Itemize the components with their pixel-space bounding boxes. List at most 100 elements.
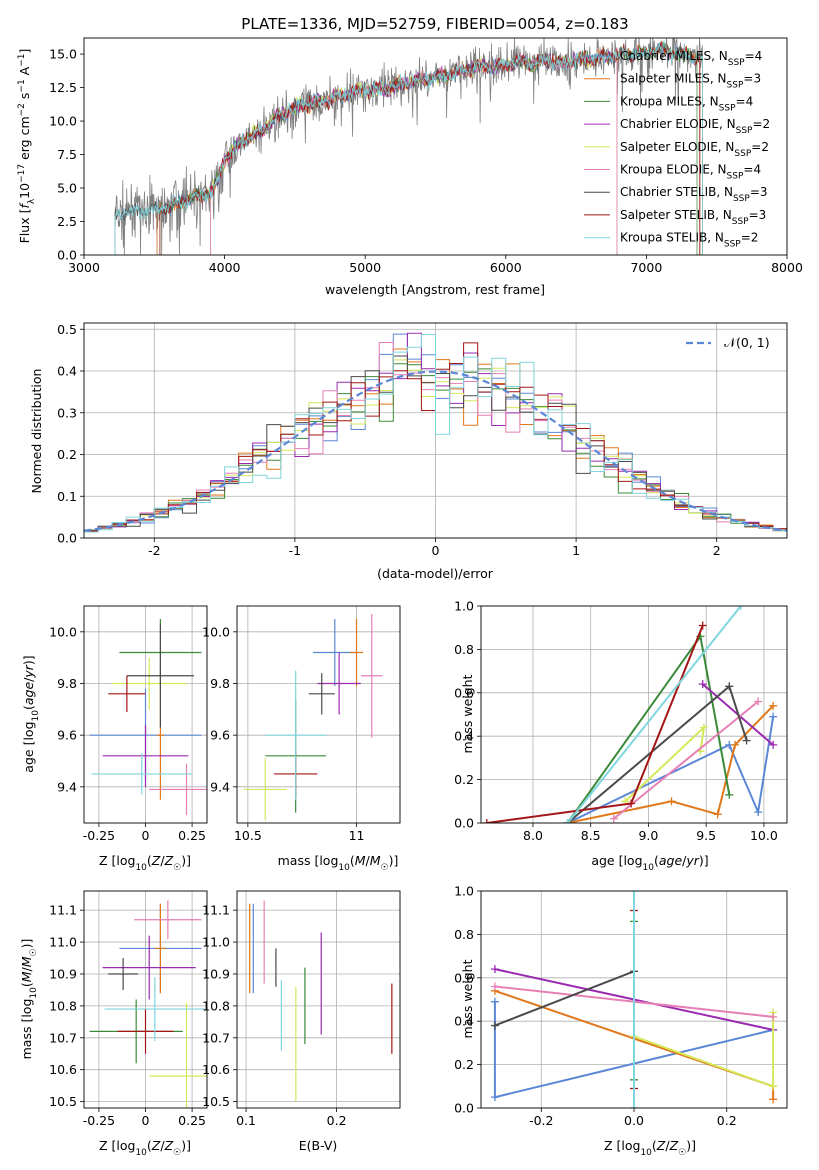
weight-z-marker xyxy=(490,982,499,991)
age-z-errorbar xyxy=(91,753,193,795)
age-z-axes xyxy=(80,606,207,827)
spectrum-title: PLATE=1336, MJD=52759, FIBERID=0054, z=0… xyxy=(241,15,628,33)
weight-age-series-line xyxy=(613,700,759,820)
spectrum-xtick-label: 8000 xyxy=(771,260,803,275)
weight-age-xlabel: age [log10(age/yr)] xyxy=(591,853,708,873)
weight-age-marker xyxy=(482,819,491,823)
spectrum-axes xyxy=(80,53,788,259)
plot-layer: 3000 4000 5000 6000 7000 80000.02.55.07.510.0… xyxy=(17,37,803,1158)
spectrum-ytick-label: 2.5 xyxy=(57,214,77,229)
weight-age-marker xyxy=(769,740,778,749)
mass-z-errorbar xyxy=(108,958,139,990)
weight-z-series-line xyxy=(494,969,635,1108)
residual-histogram xyxy=(84,334,787,533)
spectrum-model-line xyxy=(114,39,703,255)
age-z-ytick-label: 9.8 xyxy=(57,676,77,691)
weight-z-marker xyxy=(630,891,638,895)
weight-age-ylabel: mass weight xyxy=(460,674,475,753)
residuals-ytick-label: 0.1 xyxy=(57,489,77,504)
mass-ebv-ytick-label: 10.5 xyxy=(202,1094,230,1109)
mass-z-ytick-label: 10.8 xyxy=(49,998,77,1013)
weight-age-marker xyxy=(725,682,734,691)
spectrum-ytick-label: 0.0 xyxy=(57,248,77,263)
normal-legend-label: 𝒩(0, 1) xyxy=(724,335,770,350)
age-mass-xtick-label: 11 xyxy=(349,828,365,843)
age-z-ytick-label: 9.6 xyxy=(57,728,77,743)
weight-z-xtick-label: -0.2 xyxy=(529,1113,553,1128)
age-z-xtick-label: -0.25 xyxy=(83,828,115,843)
residuals-ytick-label: 0.2 xyxy=(57,447,77,462)
mass-z-errorbar xyxy=(102,935,196,1000)
weight-z-xlabel: Z [log10(Z/Z☉)] xyxy=(604,1138,696,1158)
weight-age-ytick-label: 0.2 xyxy=(454,772,474,787)
mass-z-ytick-label: 11.0 xyxy=(49,935,77,950)
residuals-ytick-label: 0.0 xyxy=(57,531,77,546)
age-mass-ytick-label: 10.0 xyxy=(202,624,230,639)
weight-z-ylabel: mass weight xyxy=(460,959,475,1038)
weight-age-marker xyxy=(736,606,745,610)
legend-label: Salpeter STELIB, NSSP=3 xyxy=(620,208,766,227)
normal-curve xyxy=(83,370,788,532)
mass-ebv-ytick-label: 10.6 xyxy=(202,1062,230,1077)
weight-z-ytick-label: 0.4 xyxy=(454,1014,474,1029)
spectrum-xtick-label: 5000 xyxy=(349,260,381,275)
mass-z-ytick-label: 10.9 xyxy=(49,966,77,981)
residuals-ytick-label: 0.4 xyxy=(57,364,77,379)
age-mass-ytick-label: 9.4 xyxy=(210,779,230,794)
mass-z-errorbar xyxy=(154,903,166,994)
weight-age-xtick-label: 9.0 xyxy=(638,828,658,843)
mass-ebv-ytick-label: 11.1 xyxy=(202,903,230,918)
mass-z-xtick-label: 0.25 xyxy=(178,1113,206,1128)
weight-age-marker xyxy=(609,814,618,823)
age-z-xtick-label: 0 xyxy=(142,828,150,843)
mass-z-axes xyxy=(80,891,207,1112)
residuals-xtick-label: 0 xyxy=(432,543,440,558)
weight-age-xtick-label: 9.5 xyxy=(696,828,716,843)
mass-z-ytick-label: 10.5 xyxy=(49,1094,77,1109)
mass-z-frame xyxy=(83,890,208,1109)
spectrum-xtick-label: 3000 xyxy=(68,260,100,275)
weight-age-marker xyxy=(742,736,751,745)
residuals-ytick-label: 0.3 xyxy=(57,405,77,420)
weight-z-ytick-label: 1.0 xyxy=(454,884,474,899)
age-mass-errorbar xyxy=(308,673,335,715)
weight-age-marker xyxy=(698,621,707,630)
weight-age-series-line xyxy=(566,606,742,823)
weight-age-marker xyxy=(713,810,722,819)
spectrum-frame xyxy=(83,37,788,256)
mass-z-ylabel: mass [log10(M/M☉)] xyxy=(19,939,39,1060)
weight-z-ytick-label: 0.0 xyxy=(454,1101,474,1116)
age-mass-xlabel: mass [log10(M/M☉)] xyxy=(278,853,399,873)
age-z-errorbar xyxy=(149,763,207,816)
weight-age-frame xyxy=(480,605,788,824)
legend-label: Salpeter MILES, NSSP=3 xyxy=(620,72,761,91)
spectrum-ytick-label: 10.0 xyxy=(49,114,77,129)
mass-ebv-frame xyxy=(236,890,401,1109)
age-mass-xtick-label: 10.5 xyxy=(234,828,262,843)
weight-age-marker xyxy=(627,799,636,808)
spectrum-xtick-label: 4000 xyxy=(209,260,241,275)
weight-age-marker xyxy=(725,790,734,799)
mass-ebv-ytick-label: 10.8 xyxy=(202,998,230,1013)
mass-ebv-xtick-label: 0.2 xyxy=(327,1113,347,1128)
age-mass-errorbar xyxy=(313,618,357,687)
weight-z-ytick-label: 0.6 xyxy=(454,970,474,985)
spectrum-ytick-label: 12.5 xyxy=(49,80,77,95)
weight-z-ytick-label: 0.2 xyxy=(454,1057,474,1072)
age-mass-errorbar xyxy=(360,613,383,738)
weight-z-marker xyxy=(490,997,499,1006)
weight-age-series-line xyxy=(486,625,704,823)
residuals-xtick-label: 2 xyxy=(713,543,721,558)
legend-label: Kroupa STELIB, NSSP=2 xyxy=(620,231,758,250)
legend-label: Chabrier ELODIE, NSSP=2 xyxy=(620,117,770,136)
weight-age-ytick-label: 0.4 xyxy=(454,729,474,744)
weight-z-marker xyxy=(630,1104,638,1108)
age-mass-axes xyxy=(233,606,400,827)
age-z-errorbar xyxy=(108,675,146,712)
mass-ebv-axes xyxy=(233,891,400,1112)
weight-age-ytick-label: 0.6 xyxy=(454,685,474,700)
weight-age-marker xyxy=(563,819,572,823)
weight-age-marker xyxy=(731,740,740,749)
spectrum-xtick-label: 6000 xyxy=(490,260,522,275)
